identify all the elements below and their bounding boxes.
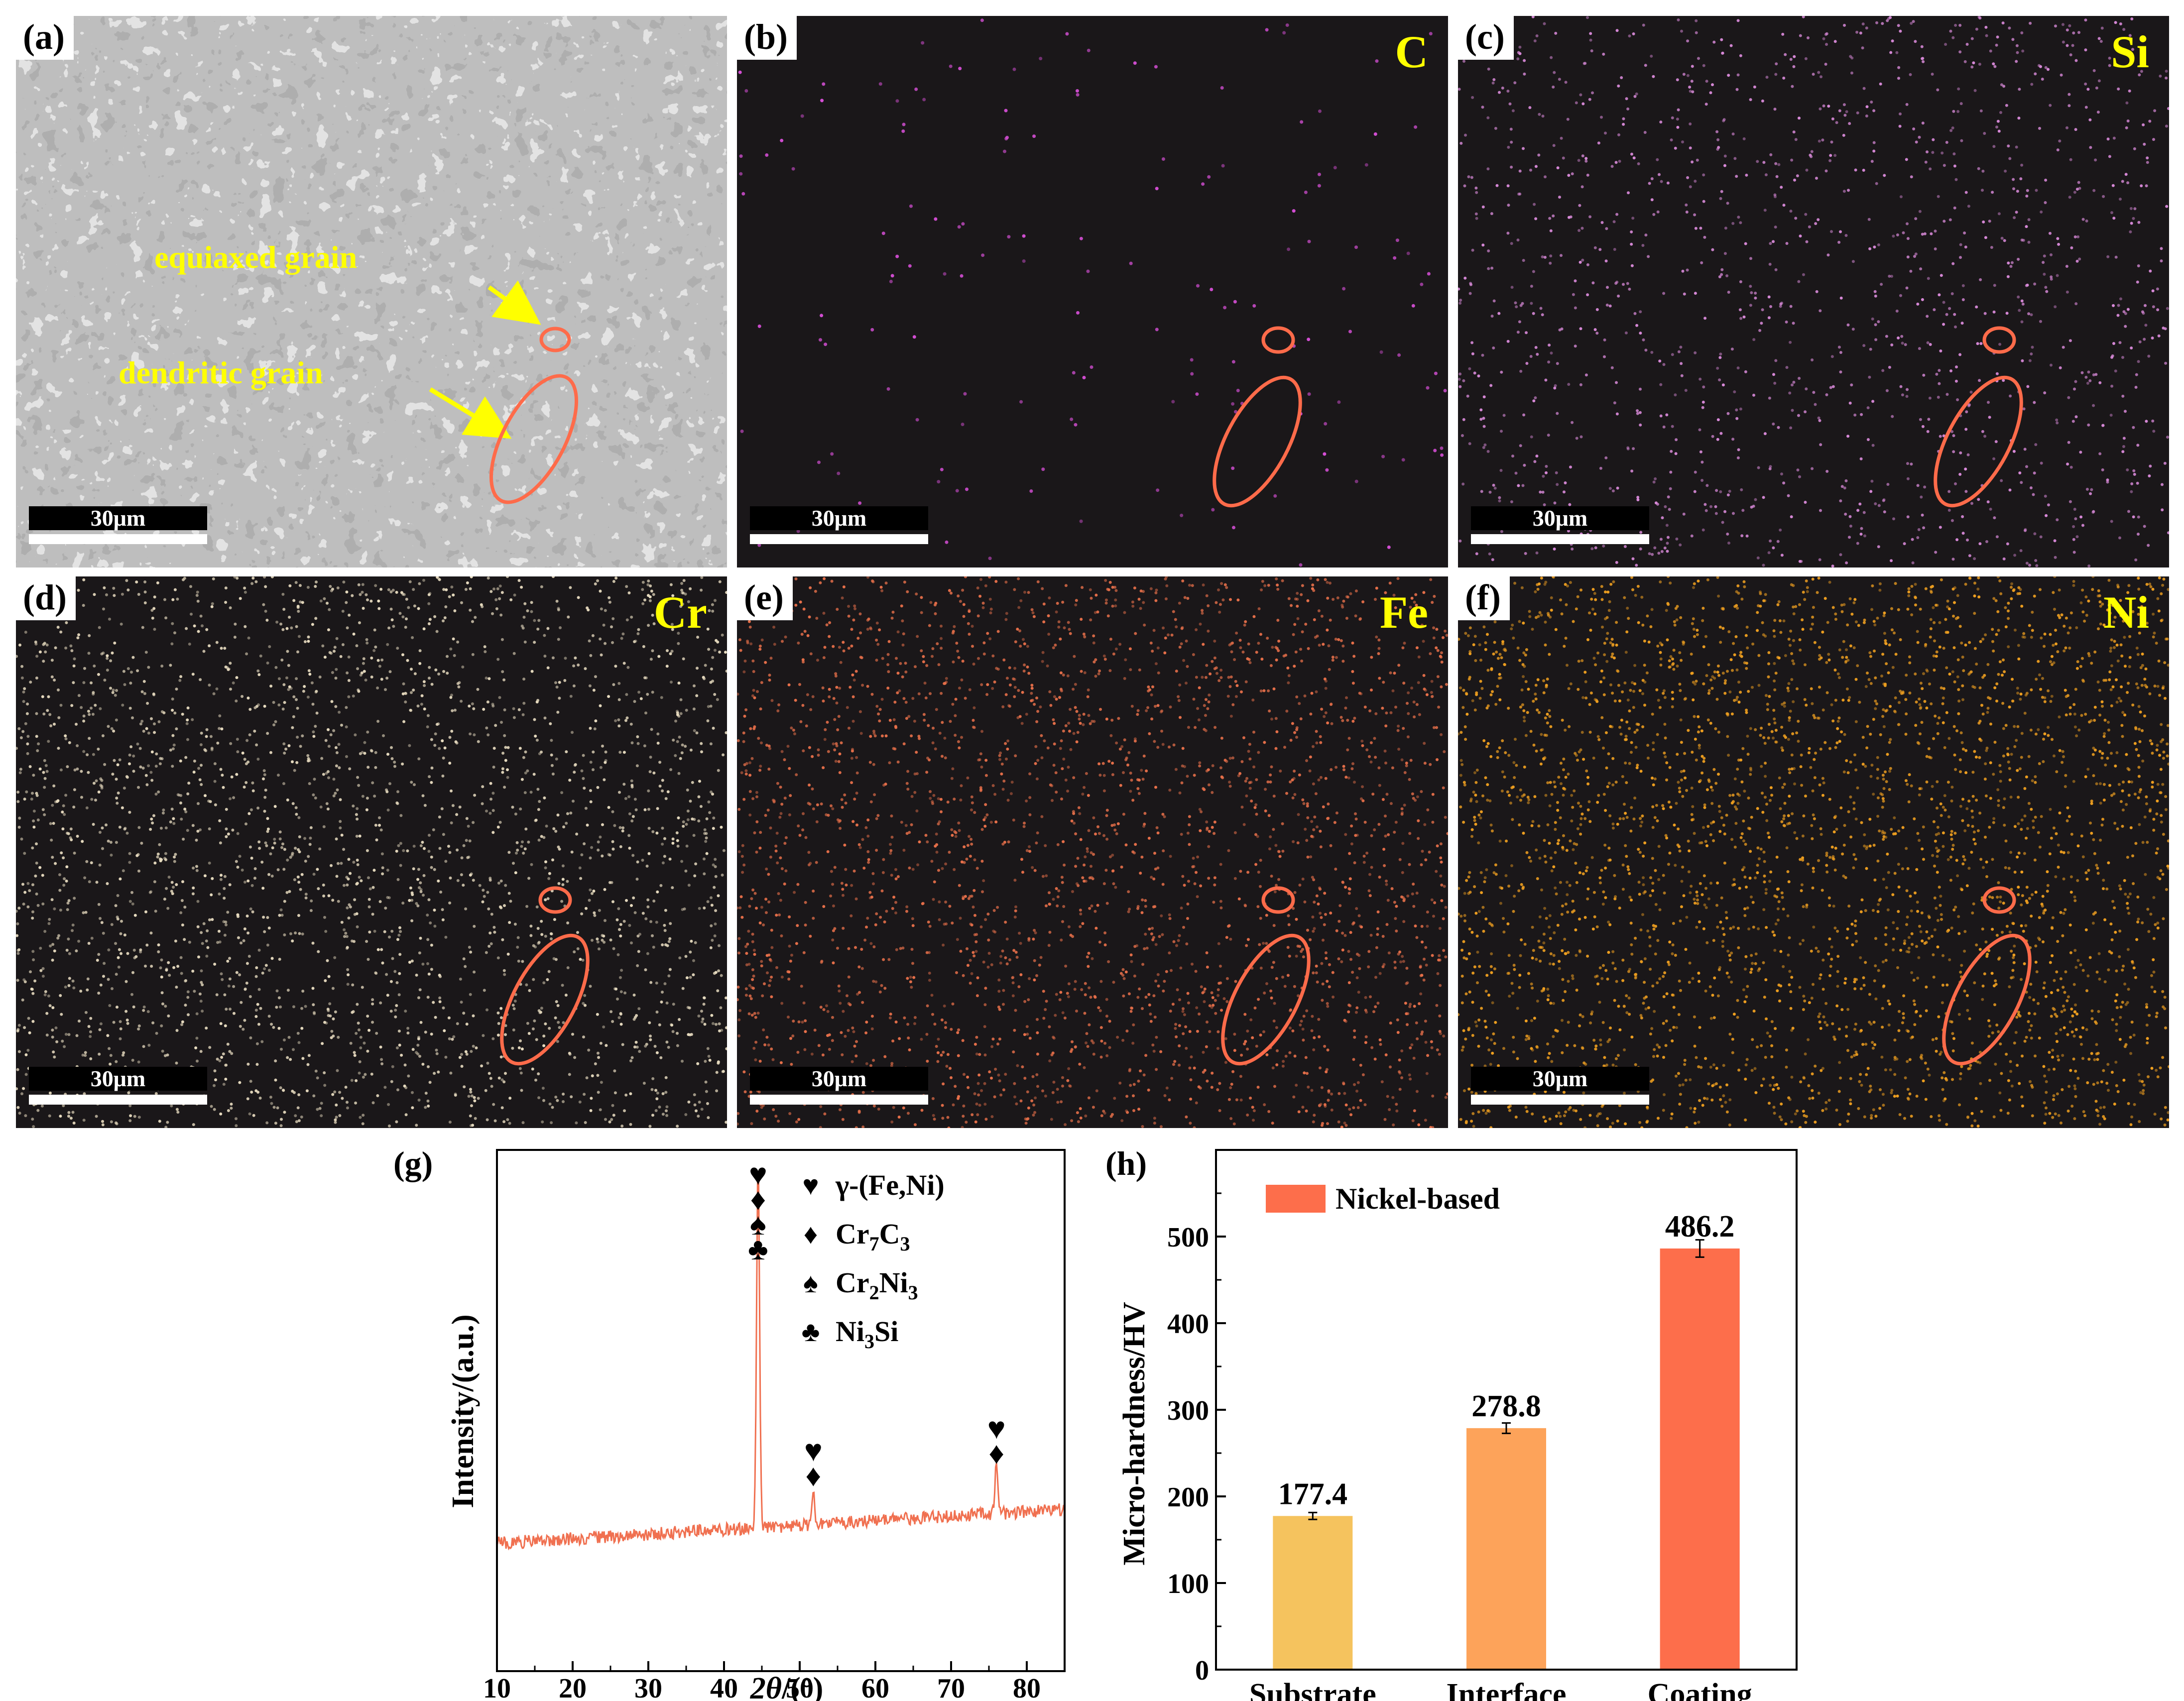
- xrd-plot-frame: [496, 1149, 1066, 1672]
- highlight-overlay: [1942, 886, 2032, 1066]
- panel-label: (a): [16, 16, 74, 60]
- x-tick-label: 10: [483, 1673, 511, 1701]
- y-tick-label: 300: [1167, 1395, 1209, 1426]
- legend-label: Nickel-based: [1335, 1182, 1500, 1215]
- peak-symbol: ♦: [806, 1459, 822, 1493]
- sem-texture: [16, 16, 727, 567]
- hardness-ylabel: Micro-hardness/HV: [1117, 1302, 1151, 1565]
- bar-category-labels: Substrate Interface Coating: [1249, 1678, 1752, 1701]
- panel-e-iron-map: (e) Fe 30μm: [737, 576, 1448, 1128]
- dendritic-arrow: [429, 387, 512, 439]
- element-dots: [738, 18, 1447, 567]
- bars: 177.4 278.8 486.2: [1273, 1210, 1740, 1670]
- x-tick-label: 70: [937, 1673, 965, 1701]
- category-label: Interface: [1447, 1678, 1567, 1701]
- y-tick-label: 400: [1167, 1309, 1209, 1340]
- x-tick-label: 80: [1013, 1673, 1041, 1701]
- x-tick-label: 60: [861, 1673, 889, 1701]
- scale-bar: 30μm: [29, 506, 207, 545]
- x-tick-label: 30: [634, 1673, 662, 1701]
- highlight-overlay: [1934, 326, 2023, 508]
- element-label: Si: [2111, 26, 2149, 77]
- scale-bar: 30μm: [1471, 506, 1649, 545]
- element-dots: [737, 576, 1448, 1128]
- panel-a-sem-image: (a) equiaxed grain dendritic grain 30μm: [16, 16, 727, 567]
- equiaxed-circle: [539, 327, 571, 352]
- peak-symbol: ♥: [804, 1434, 823, 1468]
- panel-c-silicon-map: (c) Si 30μm: [1458, 16, 2169, 567]
- value-label: 177.4: [1278, 1477, 1348, 1511]
- x-tick-label: 20: [559, 1673, 587, 1701]
- value-label: 486.2: [1665, 1210, 1735, 1244]
- panel-d-chromium-map: (d) Cr 30μm: [16, 576, 727, 1128]
- scale-bar: 30μm: [1471, 1067, 1649, 1106]
- category-label: Coating: [1648, 1678, 1752, 1701]
- x-tick-label: 40: [710, 1673, 738, 1701]
- legend-text: Cr2Ni3: [836, 1266, 918, 1304]
- bar: [1273, 1516, 1353, 1670]
- legend-text: γ-(Fe,Ni): [835, 1169, 945, 1201]
- peak-symbol: ♦: [988, 1437, 1004, 1471]
- peak-symbol: ♥: [987, 1412, 1006, 1446]
- panel-label: (d): [16, 576, 76, 620]
- bar-legend: Nickel-based: [1266, 1182, 1500, 1215]
- peak-symbol: ♦: [750, 1183, 766, 1217]
- y-tick-label: 200: [1167, 1482, 1209, 1513]
- peak-symbol: ♥: [749, 1158, 767, 1192]
- element-label: Cr: [653, 587, 707, 638]
- xrd-peak-markers: ♥♦♠♣♥♦♥♦: [748, 1158, 1006, 1493]
- equiaxed-arrow: [487, 280, 541, 325]
- element-label: C: [1395, 26, 1428, 77]
- scale-bar: 30μm: [750, 506, 928, 545]
- xrd-ylabel: Intensity/(a.u.): [446, 1314, 480, 1508]
- panel-f-nickel-map: (f) Ni 30μm: [1458, 576, 2169, 1128]
- bar: [1466, 1428, 1546, 1670]
- bar: [1660, 1248, 1740, 1670]
- element-label: Fe: [1379, 587, 1428, 638]
- legend-swatch: [1266, 1185, 1326, 1213]
- equiaxed-grain-label: equiaxed grain: [154, 239, 358, 275]
- highlight-overlay: [1213, 326, 1302, 508]
- element-label: Ni: [2103, 587, 2149, 638]
- panel-label: (c): [1458, 16, 1514, 60]
- highlight-overlay: [1221, 886, 1311, 1066]
- legend-symbol: ♦: [804, 1219, 818, 1250]
- panel-label: (b): [737, 16, 797, 60]
- value-label: 278.8: [1471, 1389, 1541, 1423]
- xrd-x-ticks: 10 20 30 40 50 60 70 80: [483, 1661, 1041, 1701]
- xrd-pattern-line: [496, 1172, 1065, 1551]
- panel-b-carbon-map: (b) C 30μm: [737, 16, 1448, 567]
- xrd-legend: ♥ γ-(Fe,Ni) ♦ Cr7C3 ♠ Cr2Ni3 ♣ Ni3Si: [802, 1169, 945, 1353]
- y-tick-label: 0: [1195, 1655, 1209, 1686]
- y-tick-label: 500: [1167, 1222, 1209, 1253]
- legend-text: Cr7C3: [836, 1218, 910, 1255]
- xrd-chart: (g) Intensity/(a.u.) 10 20 30 40 50 60 70 80 ♥♦…: [393, 1144, 1066, 1701]
- legend-symbol: ♣: [802, 1317, 820, 1348]
- category-label: Substrate: [1249, 1678, 1376, 1701]
- panel-label-h: (h): [1105, 1144, 1147, 1182]
- scale-bar: 30μm: [750, 1067, 928, 1106]
- legend-text: Ni3Si: [836, 1315, 898, 1353]
- xrd-xlabel: 2θ/(°): [750, 1672, 824, 1701]
- panel-label: (f): [1458, 576, 1510, 620]
- scale-bar: 30μm: [29, 1067, 207, 1106]
- hardness-bar-chart: (h) Micro-hardness/HV 177.4 278.8 486.2 0 1…: [1105, 1144, 1798, 1701]
- highlight-overlay: [500, 886, 590, 1066]
- annotation-overlay: [429, 280, 579, 504]
- bar-y-ticks: 0 100 200 300 400 500: [1167, 1192, 1226, 1686]
- legend-symbol: ♥: [802, 1170, 819, 1201]
- panel-label: (e): [737, 576, 793, 620]
- dendritic-grain-label: dendritic grain: [119, 355, 323, 390]
- y-tick-label: 100: [1167, 1569, 1209, 1599]
- element-dots: [1458, 576, 2169, 1128]
- panel-label-g: (g): [393, 1144, 433, 1182]
- peak-symbol: ♣: [748, 1233, 768, 1266]
- x-tick-label: 50: [786, 1673, 814, 1701]
- dendritic-ellipse: [489, 374, 579, 504]
- peak-symbol: ♠: [750, 1208, 766, 1242]
- legend-symbol: ♠: [803, 1268, 818, 1299]
